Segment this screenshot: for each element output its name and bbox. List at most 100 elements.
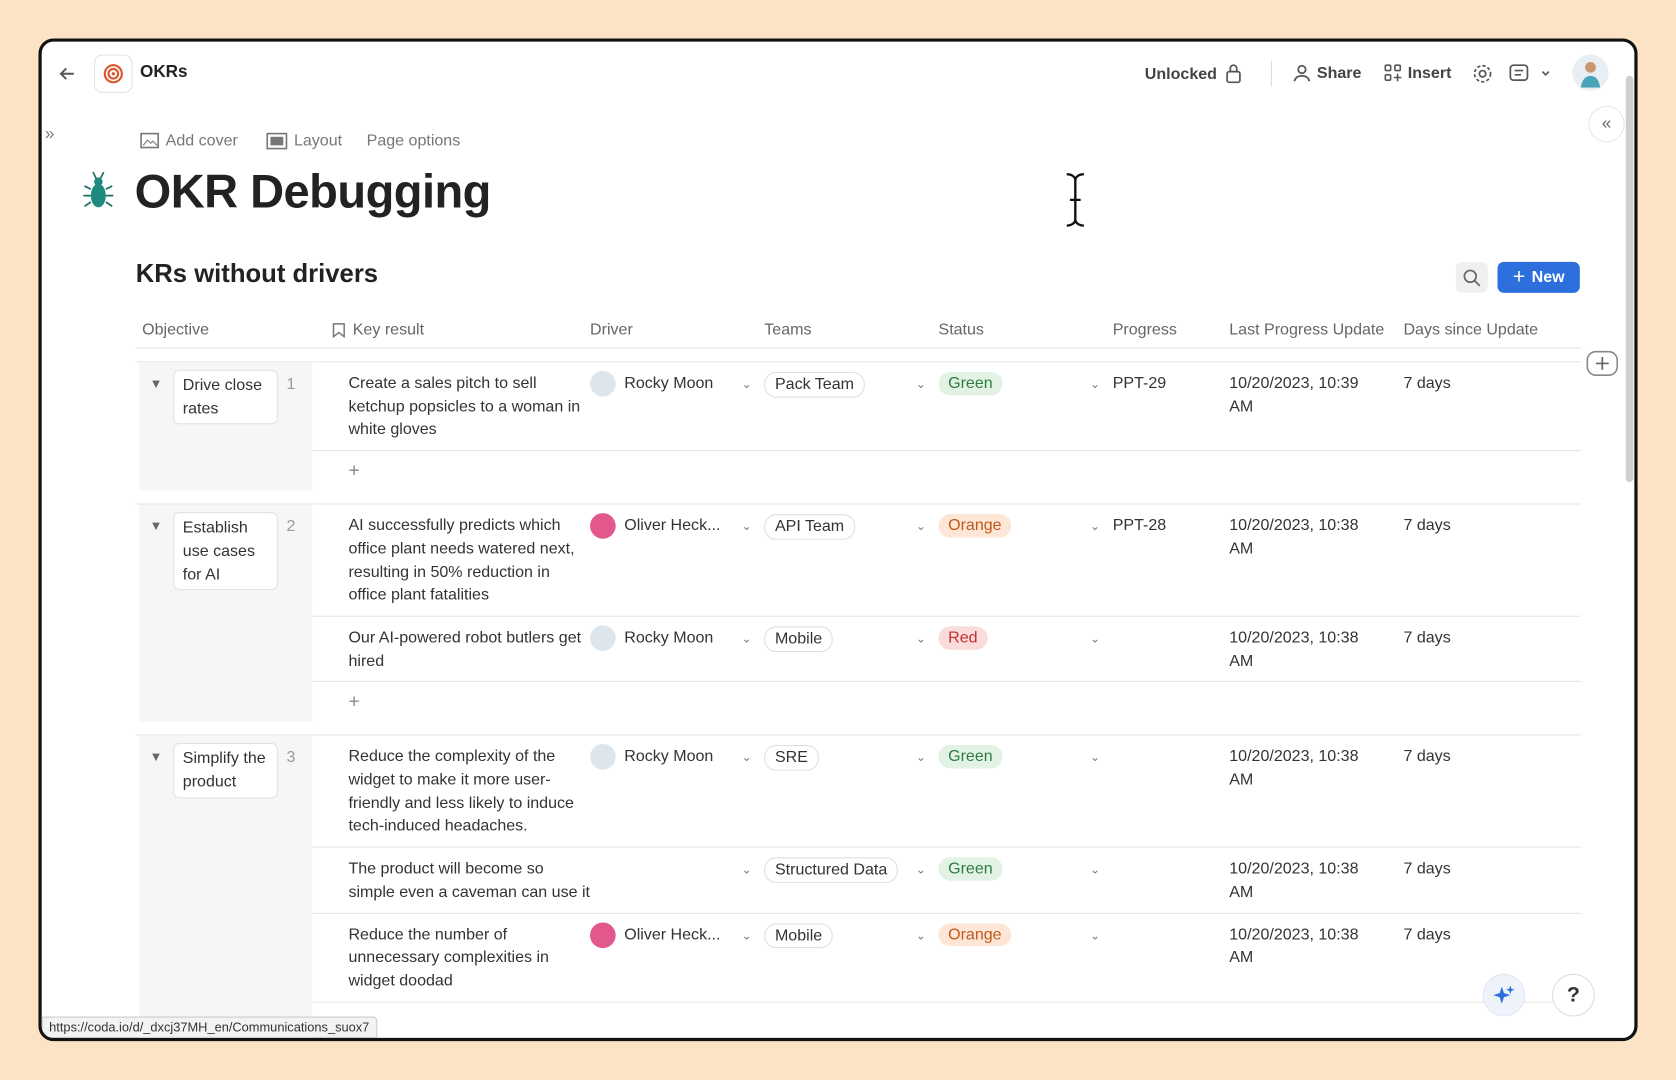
dropdown-chevron[interactable]: ⌄ <box>1090 632 1100 646</box>
share-button[interactable]: Share <box>1292 63 1361 82</box>
dropdown-chevron[interactable]: ⌄ <box>915 751 926 765</box>
add-cover[interactable]: Add cover <box>140 131 238 150</box>
add-cover-label: Add cover <box>165 131 238 150</box>
team-cell: Mobile ⌄ <box>764 626 938 672</box>
progress-id: PPT-28 <box>1112 516 1167 535</box>
insert-button[interactable]: Insert <box>1383 63 1451 82</box>
text-cursor <box>1066 171 1085 229</box>
new-button[interactable]: + New <box>1497 261 1580 293</box>
dropdown-chevron[interactable]: ⌄ <box>915 520 926 534</box>
collapse-panel[interactable]: « <box>1588 105 1625 143</box>
collapse-toggle[interactable]: ▼ <box>149 518 163 534</box>
dropdown-chevron[interactable]: ⌄ <box>1090 751 1100 765</box>
dropdown-chevron[interactable]: ⌄ <box>1090 863 1100 877</box>
expand-sidebar[interactable]: » <box>44 125 55 144</box>
table: Objective Key result Driver Teams Status Prog… <box>135 313 1581 1038</box>
collapse-toggle[interactable]: ▼ <box>149 376 163 392</box>
key-result: AI successfully predicts which office pl… <box>348 516 575 605</box>
key-result: Create a sales pitch to sell ketchup pop… <box>348 374 581 439</box>
objective-group: ▼ Simplify the product 3 Reduce the complex… <box>135 734 1581 1038</box>
status-pill: Green <box>938 371 1003 396</box>
status-pill: Orange <box>938 514 1012 538</box>
status-pill: Green <box>938 745 1003 769</box>
dropdown-chevron[interactable]: ⌄ <box>741 863 752 877</box>
status-cell: Orange ⌄ <box>938 923 1112 993</box>
page-options[interactable]: Page options <box>366 131 461 150</box>
doc-icon[interactable] <box>94 54 133 93</box>
objective-number: 1 <box>286 375 296 394</box>
comments-button[interactable] <box>1508 63 1551 84</box>
dropdown-chevron[interactable]: ⌄ <box>915 863 926 877</box>
collapse-toggle[interactable]: ▼ <box>149 749 163 765</box>
add-row[interactable]: + <box>348 690 360 713</box>
dropdown-chevron[interactable]: ⌄ <box>741 751 752 765</box>
add-column[interactable] <box>1585 350 1621 382</box>
add-row[interactable]: + <box>348 459 360 482</box>
driver-cell: Rocky Moon ⌄ <box>590 625 764 672</box>
objective-chip[interactable]: Drive close rates <box>173 369 278 425</box>
dropdown-chevron[interactable]: ⌄ <box>1090 520 1100 534</box>
table-row: Reduce the number of unnecessary complex… <box>312 913 1581 1003</box>
days-since: 7 days <box>1403 628 1451 647</box>
driver-cell: Rocky Moon ⌄ <box>590 370 764 442</box>
column-header: Last Progress Update <box>1229 320 1385 339</box>
dropdown-chevron[interactable]: ⌄ <box>915 378 926 392</box>
driver-name: Oliver Heck... <box>624 516 721 535</box>
key-result: The product will become so simple even a… <box>348 859 590 901</box>
doc-name[interactable]: OKRs <box>140 63 188 82</box>
dropdown-chevron[interactable]: ⌄ <box>915 929 926 943</box>
lock-icon <box>1225 64 1241 84</box>
column-header: Key result <box>312 319 590 342</box>
layout-label: Layout <box>293 131 343 150</box>
status-cell: Green ⌄ <box>938 371 1112 442</box>
days-since: 7 days <box>1403 859 1451 878</box>
progress-cell: PPT-28 <box>1113 514 1230 607</box>
dropdown-chevron[interactable]: ⌄ <box>915 632 926 646</box>
column-header: Progress <box>1112 320 1177 339</box>
objective-chip[interactable]: Simplify the product <box>173 743 278 799</box>
key-result: Reduce the number of unnecessary complex… <box>348 925 549 990</box>
driver-cell: Oliver Heck... ⌄ <box>590 921 764 993</box>
status-pill: Red <box>938 626 988 650</box>
search-button[interactable] <box>1455 261 1488 293</box>
status-cell: Red ⌄ <box>938 626 1112 672</box>
days-since: 7 days <box>1403 747 1451 766</box>
status-pill: Orange <box>938 923 1012 947</box>
dropdown-chevron[interactable]: ⌄ <box>741 520 752 534</box>
dropdown-chevron[interactable]: ⌄ <box>1090 378 1100 392</box>
driver-name: Rocky Moon <box>624 374 714 393</box>
objective-chip[interactable]: Establish use cases for AI <box>173 512 278 591</box>
team-pill: API Team <box>764 514 855 540</box>
ai-button[interactable] <box>1482 973 1526 1017</box>
dropdown-chevron[interactable]: ⌄ <box>741 632 752 646</box>
back-button[interactable] <box>57 63 78 84</box>
key-result: Our AI-powered robot butlers get hired <box>348 628 582 670</box>
dropdown-chevron[interactable]: ⌄ <box>741 378 752 392</box>
layout-option[interactable]: Layout <box>266 131 343 150</box>
page-icon <box>83 171 114 208</box>
team-pill: Structured Data <box>764 857 898 883</box>
objective-cell: ▼ Simplify the product 3 <box>138 735 313 1038</box>
team-pill: Pack Team <box>764 371 865 398</box>
days-since: 7 days <box>1403 516 1451 535</box>
help-button[interactable]: ? <box>1552 973 1595 1017</box>
status-cell: Green ⌄ <box>938 857 1112 903</box>
driver-name: Oliver Heck... <box>624 925 721 944</box>
driver-avatar <box>590 370 616 397</box>
group-rows: AI successfully predicts which office pl… <box>312 505 1581 722</box>
driver-avatar <box>590 744 616 770</box>
settings-button[interactable] <box>1472 63 1493 84</box>
dropdown-chevron[interactable]: ⌄ <box>1090 929 1100 943</box>
dropdown-chevron[interactable]: ⌄ <box>741 929 752 943</box>
user-avatar[interactable] <box>1572 54 1609 91</box>
scrollbar <box>1625 75 1634 483</box>
objective-group: ▼ Drive close rates 1 Create a sales pitch … <box>135 361 1581 491</box>
team-cell: SRE ⌄ <box>764 745 938 838</box>
table-row: Our AI-powered robot butlers get hired Ro… <box>312 617 1581 683</box>
add-row[interactable]: + <box>312 1002 1581 1038</box>
days-since: 7 days <box>1403 374 1451 393</box>
last-update: 10/20/2023, 10:38 AM <box>1229 747 1359 789</box>
team-pill: Mobile <box>764 923 833 949</box>
lock-toggle[interactable]: Unlocked <box>1145 63 1244 84</box>
